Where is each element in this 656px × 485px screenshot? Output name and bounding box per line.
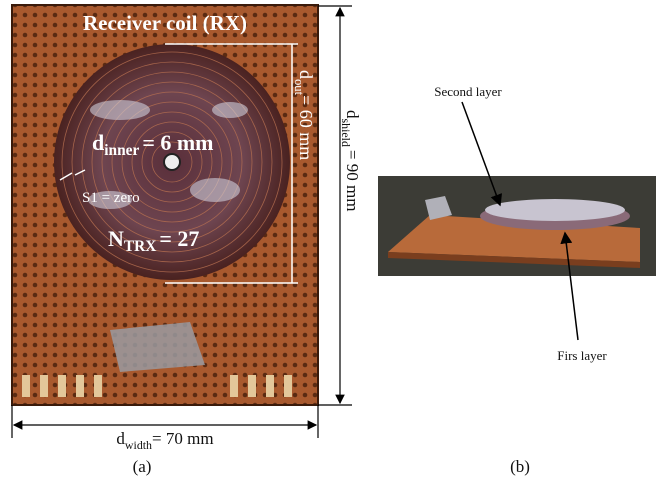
coil-title: Receiver coil (RX) — [83, 11, 247, 35]
width-label: dwidth= 70 mm — [116, 429, 213, 452]
value: = 60 mm — [296, 95, 316, 160]
value: = 70 mm — [152, 429, 214, 448]
subscript: shield — [339, 119, 353, 147]
side-photo — [378, 176, 656, 276]
caption-b: (b) — [510, 457, 530, 476]
shield-label: dshield= 90 mm — [339, 110, 362, 211]
subscript: out — [292, 79, 306, 96]
subscript: width — [125, 438, 152, 452]
subscript: TRX — [124, 238, 157, 255]
value: = 6 mm — [142, 130, 213, 155]
symbol: d — [296, 70, 316, 79]
board-photo — [12, 5, 318, 405]
figure: Receiver coil (RX) dinner= 6 mm S1 = zer… — [0, 0, 656, 485]
spacing-label: S1 = zero — [82, 190, 140, 206]
value: = 27 — [159, 226, 199, 251]
symbol: d — [92, 130, 104, 155]
second-layer-label: Second layer — [434, 84, 502, 99]
value: = 90 mm — [343, 150, 362, 212]
subscript: inner — [104, 142, 139, 159]
symbol: N — [108, 226, 124, 251]
first-layer-label: Firs layer — [557, 348, 607, 363]
caption-a: (a) — [133, 457, 152, 476]
